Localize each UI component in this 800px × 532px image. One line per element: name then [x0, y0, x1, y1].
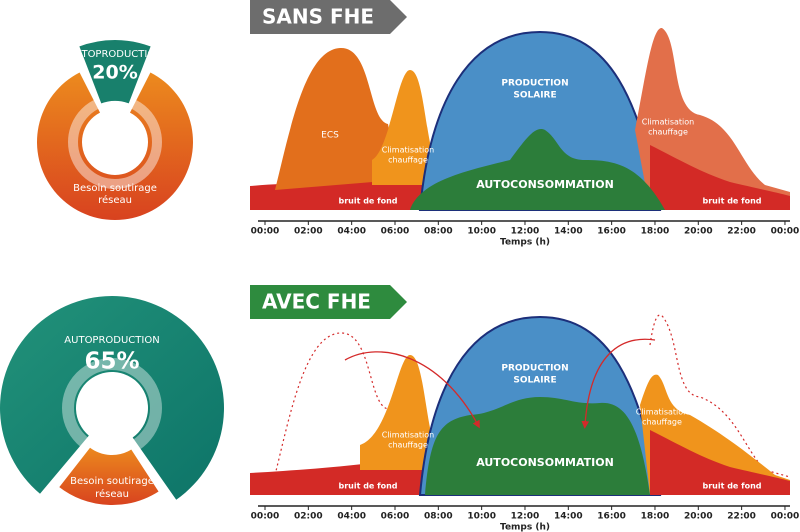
x-tick-label: 06:00 — [381, 512, 410, 522]
x-tick-label: 22:00 — [727, 512, 756, 522]
x-tick-label: 16:00 — [597, 512, 626, 522]
area-ecs — [275, 47, 398, 190]
label-climatisation: Climatisation — [382, 146, 434, 155]
label-bruit: bruit de fond — [338, 197, 397, 206]
x-tick-label: 20:00 — [684, 227, 713, 237]
label-climatisation: Climatisation — [382, 431, 434, 440]
x-axis-label: Temps (h) — [500, 238, 550, 248]
shift-arrow — [344, 351, 480, 429]
x-tick-label: 02:00 — [294, 227, 323, 237]
donut-label: réseau — [98, 194, 132, 206]
x-tick-label: 04:00 — [337, 512, 366, 522]
donut-soutirage — [56, 444, 162, 507]
donut-label: AUTOPRODUCTION — [67, 49, 162, 60]
donut-label: Besoin soutirage — [73, 183, 157, 194]
area-clim-left — [360, 355, 440, 470]
x-tick-label: 08:00 — [424, 512, 453, 522]
donut-ring — [62, 358, 162, 458]
label-climatisation: chauffage — [642, 418, 682, 427]
donut-label: Besoin soutirage — [70, 476, 154, 487]
panel: SANS FHE PRODUCTION SOLAIRE AUTOCONSOMMATIO… — [37, 0, 799, 248]
x-tick-label: 00:00 — [771, 512, 800, 522]
area-autoconsommation — [425, 397, 650, 495]
label-climatisation: chauffage — [388, 156, 428, 165]
donut-ring — [68, 95, 162, 189]
donut-label: réseau — [95, 488, 129, 500]
label-climatisation: Climatisation — [636, 408, 688, 417]
donut-autoproduction — [76, 38, 154, 106]
label-climatisation: Climatisation — [642, 118, 694, 127]
label-ecs: ECS — [321, 131, 339, 141]
x-tick-label: 22:00 — [727, 227, 756, 237]
x-tick-label: 18:00 — [641, 227, 670, 237]
label-bruit: bruit de fond — [338, 482, 397, 491]
label-production: SOLAIRE — [513, 376, 556, 386]
x-tick-label: 00:00 — [251, 512, 280, 522]
label-climatisation: chauffage — [388, 441, 428, 450]
x-tick-label: 04:00 — [337, 227, 366, 237]
x-tick-label: 18:00 — [641, 512, 670, 522]
x-tick-label: 16:00 — [597, 227, 626, 237]
x-tick-label: 00:00 — [771, 227, 800, 237]
x-tick-label: 08:00 — [424, 227, 453, 237]
x-tick-label: 12:00 — [511, 227, 540, 237]
label-bruit: bruit de fond — [702, 482, 761, 491]
x-tick-label: 02:00 — [294, 512, 323, 522]
label-autoconsommation: AUTOCONSOMMATION — [476, 456, 614, 469]
ghost-clim — [649, 314, 791, 478]
area-autoconsommation — [410, 129, 665, 210]
x-tick-label: 00:00 — [251, 227, 280, 237]
x-tick-label: 10:00 — [467, 512, 496, 522]
x-axis-label: Temps (h) — [500, 523, 550, 532]
banner-shape — [250, 0, 407, 34]
banner-title: SANS FHE — [262, 5, 374, 29]
ghost-ecs — [274, 332, 389, 476]
label-climatisation: chauffage — [648, 128, 688, 137]
shift-arrow — [581, 338, 656, 429]
x-tick-label: 06:00 — [381, 227, 410, 237]
x-tick-label: 12:00 — [511, 512, 540, 522]
label-production: PRODUCTION — [501, 364, 568, 374]
x-tick-label: 10:00 — [467, 227, 496, 237]
donut-label: AUTOPRODUCTION — [64, 335, 159, 346]
area-clim-left — [372, 70, 440, 185]
area-bruit-right — [650, 145, 790, 210]
panel: AVEC FHE PRODUCTION SOLAIRE AUTOCONSOMMATIO… — [0, 285, 799, 532]
banner-title: AVEC FHE — [262, 290, 371, 314]
donut-soutirage — [37, 72, 194, 221]
x-tick-label: 14:00 — [554, 227, 583, 237]
donut-autoproduction — [0, 296, 225, 500]
label-production: SOLAIRE — [513, 91, 556, 101]
label-bruit: bruit de fond — [702, 197, 761, 206]
label-production: PRODUCTION — [501, 79, 568, 89]
label-autoconsommation: AUTOCONSOMMATION — [476, 178, 614, 191]
x-tick-label: 20:00 — [684, 512, 713, 522]
area-bruit-right — [650, 430, 790, 495]
x-tick-label: 14:00 — [554, 512, 583, 522]
banner-shape — [250, 285, 407, 319]
donut-value: 20% — [92, 62, 137, 84]
donut-value: 65% — [84, 349, 139, 375]
